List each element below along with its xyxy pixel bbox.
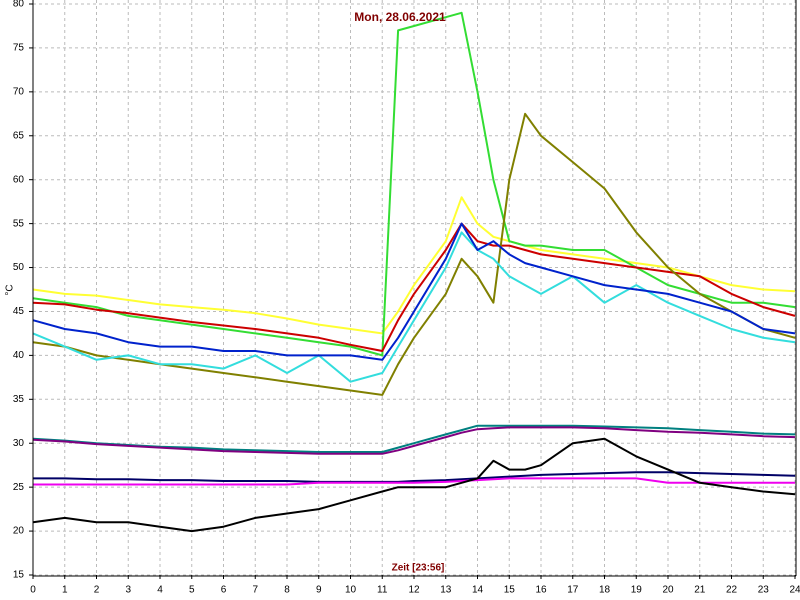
data-line xyxy=(32,222,796,352)
data-line xyxy=(32,426,796,455)
data-line xyxy=(32,112,796,396)
y-tick-label: 75 xyxy=(13,43,25,54)
data-line xyxy=(32,437,796,533)
x-tick-label: 8 xyxy=(284,585,290,596)
x-tick-label: 23 xyxy=(758,585,770,596)
x-tick-label: 11 xyxy=(377,585,388,596)
data-line xyxy=(32,424,796,453)
x-tick-label: 16 xyxy=(535,585,547,596)
y-tick-label: 20 xyxy=(13,526,25,537)
x-tick-label: 5 xyxy=(189,585,195,596)
x-tick-label: 24 xyxy=(789,585,800,596)
y-tick-label: 45 xyxy=(13,306,25,317)
y-tick-label: 50 xyxy=(13,262,25,273)
data-line xyxy=(32,11,796,357)
y-tick-label: 25 xyxy=(13,482,25,493)
data-line xyxy=(33,471,796,483)
x-tick-label: 3 xyxy=(125,585,131,596)
x-tick-label: 4 xyxy=(157,585,163,596)
x-tick-label: 12 xyxy=(408,585,420,596)
x-tick-label: 2 xyxy=(94,585,100,596)
y-axis-label: °C xyxy=(5,284,16,295)
x-tick-label: 13 xyxy=(440,585,452,596)
data-line xyxy=(32,196,796,335)
x-tick-label: 17 xyxy=(567,585,579,596)
x-tick-label: 15 xyxy=(504,585,516,596)
x-tick-label: 20 xyxy=(662,585,674,596)
y-tick-label: 80 xyxy=(13,0,25,10)
chart-title: Mon, 28.06.2021 xyxy=(354,10,446,24)
y-tick-label: 55 xyxy=(13,218,25,229)
y-tick-label: 60 xyxy=(13,174,25,185)
x-tick-label: 10 xyxy=(345,585,357,596)
lines xyxy=(32,11,796,533)
data-line xyxy=(33,477,795,486)
y-tick-label: 65 xyxy=(13,130,25,141)
x-tick-label: 0 xyxy=(30,585,36,596)
x-tick-label: 1 xyxy=(62,585,68,596)
x-axis-label: Zeit [23:56] xyxy=(392,563,445,574)
y-tick-label: 70 xyxy=(13,86,25,97)
x-tick-label: 9 xyxy=(316,585,322,596)
x-tick-label: 6 xyxy=(221,585,227,596)
x-tick-label: 19 xyxy=(631,585,643,596)
x-tick-label: 14 xyxy=(472,585,484,596)
x-tick-label: 22 xyxy=(726,585,738,596)
x-tick-label: 21 xyxy=(694,585,706,596)
y-tick-label: 15 xyxy=(13,570,25,581)
y-tick-label: 30 xyxy=(13,438,25,449)
data-line xyxy=(32,222,796,361)
grid xyxy=(29,0,796,579)
x-tick-label: 7 xyxy=(252,585,258,596)
axes xyxy=(32,0,797,577)
y-tick-label: 35 xyxy=(13,394,25,405)
x-tick-label: 18 xyxy=(599,585,611,596)
y-tick-label: 40 xyxy=(13,350,25,361)
